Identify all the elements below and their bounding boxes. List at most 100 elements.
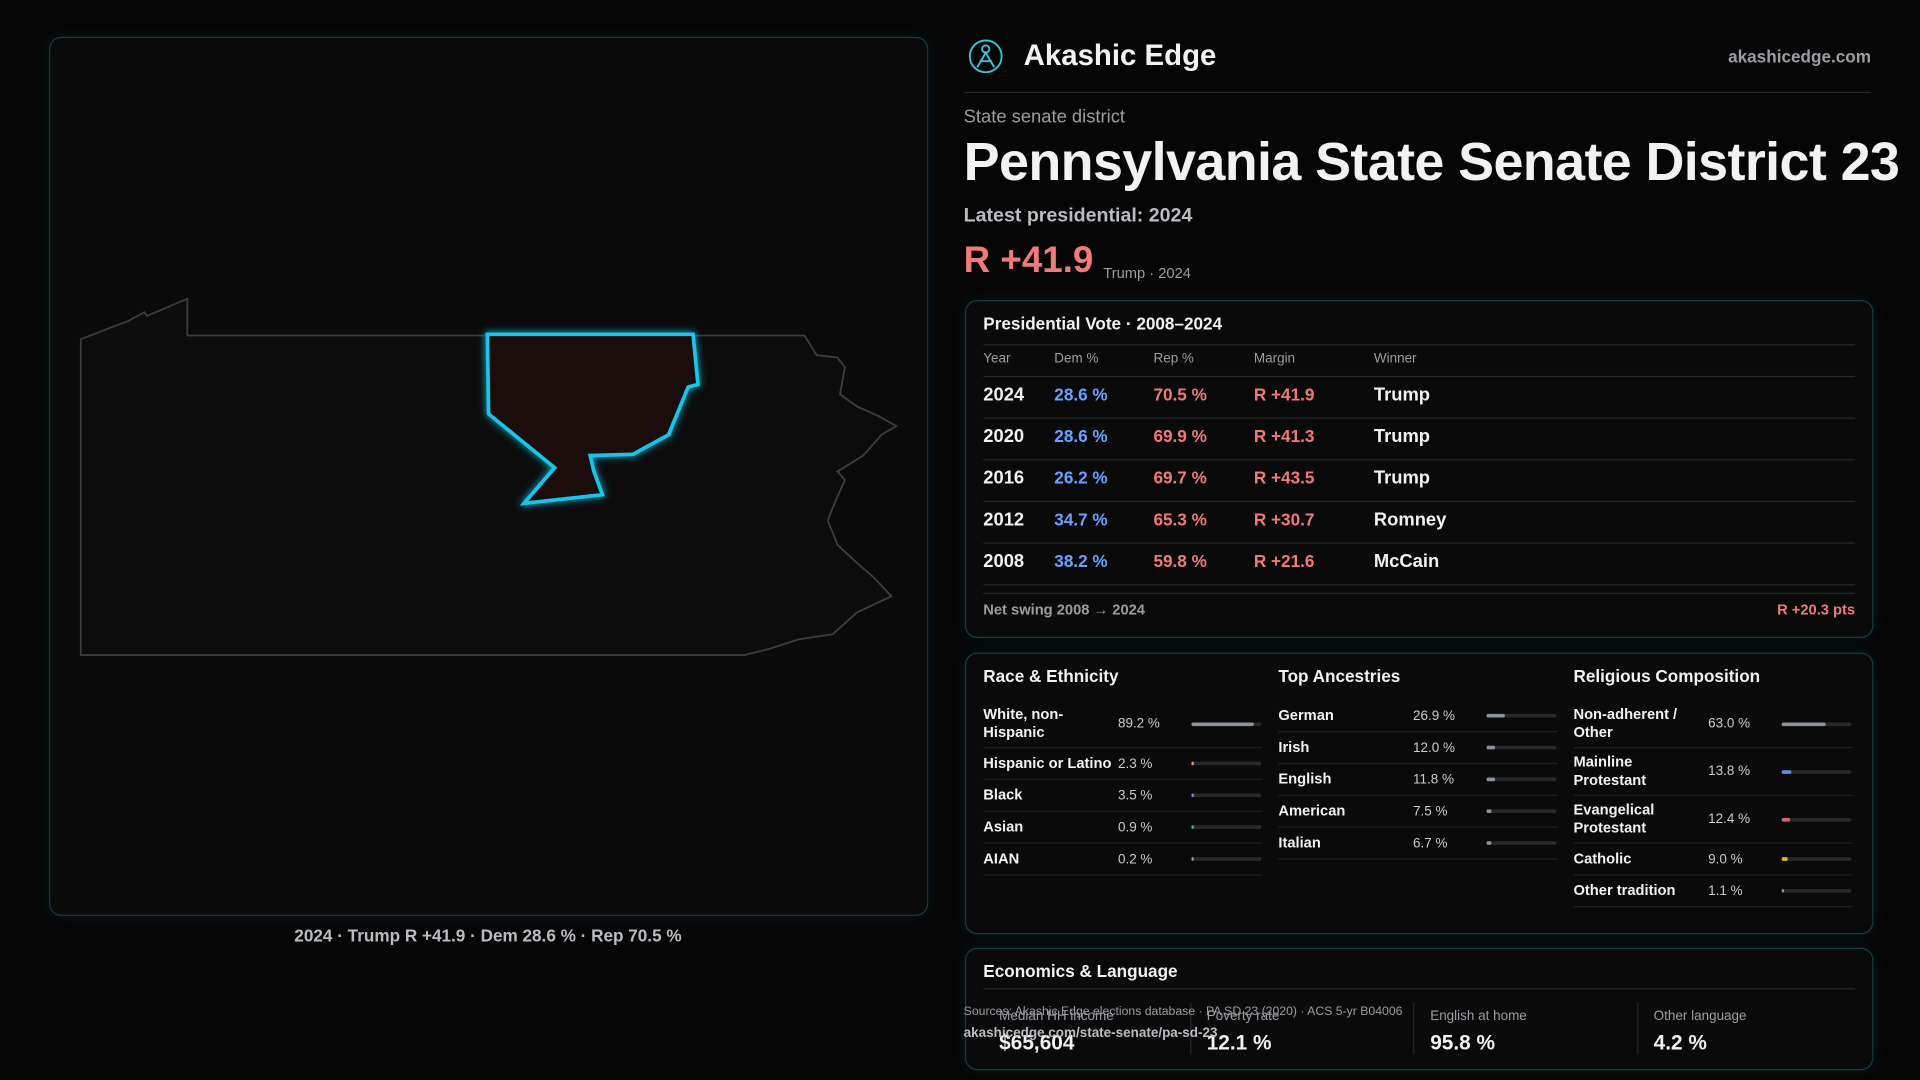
divider <box>983 592 1856 594</box>
stat-value: 12.1 % <box>1206 1031 1272 1055</box>
bar <box>1486 809 1492 814</box>
stat-label: Median HH income <box>999 1008 1114 1024</box>
table-cell: 34.7 % <box>1054 509 1108 529</box>
bar-track <box>1191 825 1262 829</box>
bar-track <box>1486 777 1557 782</box>
panel-title: Race & Ethnicity <box>983 666 1119 686</box>
margin: R +41.9 <box>963 240 1094 281</box>
bar-track <box>1191 793 1262 798</box>
item-name: Catholic <box>1573 849 1632 867</box>
list-item: Asian 0.9 % <box>983 812 1263 844</box>
bar <box>1486 777 1495 782</box>
list: Non-adherent / Other 63.0 % Mainline Prote… <box>1573 700 1853 908</box>
column-header: Rep % <box>1153 351 1194 367</box>
item-value: 12.0 % <box>1413 740 1455 755</box>
stat-value: $65,604 <box>999 1031 1075 1055</box>
item-value: 0.2 % <box>1117 851 1153 867</box>
list-item: Hispanic or Latino 2.3 % <box>983 748 1263 780</box>
list-item: Other tradition 1.1 % <box>1573 876 1853 908</box>
page-title: Pennsylvania State Senate District 23 <box>963 132 1900 193</box>
item-value: 1.1 % <box>1708 883 1743 899</box>
bar <box>1486 745 1495 750</box>
district-outline[interactable] <box>485 332 700 506</box>
bar <box>1191 793 1194 798</box>
table-cell: R +41.9 <box>1253 384 1315 405</box>
table-cell: McCain <box>1373 551 1440 572</box>
stat-label: English at home <box>1430 1008 1527 1024</box>
item-name: English <box>1278 770 1332 788</box>
economics-panel: Economics & Language Median HH income $65… <box>964 947 1874 1071</box>
item-value: 6.7 % <box>1413 835 1448 851</box>
bar-track <box>1486 841 1557 845</box>
bar-track <box>1191 761 1262 766</box>
divider <box>983 500 1856 503</box>
brand-name[interactable]: Akashic Edge <box>1023 39 1217 73</box>
bar-track <box>1486 809 1557 814</box>
list-item: American 7.5 % <box>1278 796 1558 828</box>
table-cell: 59.8 % <box>1153 551 1207 571</box>
item-name: Italian <box>1278 833 1321 852</box>
item-name: American <box>1278 802 1346 820</box>
bar <box>1486 841 1492 845</box>
list: German 26.9 % Irish 12.0 % English 11.8 % Amer… <box>1278 700 1558 860</box>
divider <box>983 584 1856 586</box>
table-cell: 2012 <box>983 509 1025 531</box>
item-value: 12.4 % <box>1708 811 1751 827</box>
state-outline <box>79 297 899 657</box>
item-name: White, non-Hispanic <box>983 705 1064 741</box>
item-value: 89.2 % <box>1117 716 1160 732</box>
bar-track <box>1486 745 1557 750</box>
item-name: Irish <box>1278 738 1310 756</box>
panel-title: Economics & Language <box>983 961 1178 981</box>
bar <box>1781 817 1791 822</box>
source-url[interactable]: akashicedge.com/state-senate/pa-sd-23 <box>963 1026 1218 1041</box>
panel-title: Top Ancestries <box>1278 666 1401 686</box>
table-cell: R +30.7 <box>1253 509 1315 529</box>
stat-label: Poverty rate <box>1206 1008 1280 1024</box>
item-name: Evangelical Protestant <box>1573 800 1655 837</box>
item-value: 3.5 % <box>1117 787 1153 803</box>
column-header: Margin <box>1253 351 1296 367</box>
item-value: 13.8 % <box>1708 764 1751 779</box>
item-value: 11.8 % <box>1413 772 1455 787</box>
stat-label: Other language <box>1653 1008 1747 1024</box>
column-header: Dem % <box>1054 351 1099 367</box>
sources: Sources: Akashic Edge elections database… <box>963 1005 1403 1019</box>
bar <box>1191 721 1254 726</box>
table-cell: 2024 <box>983 384 1025 406</box>
table-cell: 28.6 % <box>1054 384 1108 405</box>
table-cell: Trump <box>1373 384 1431 406</box>
item-value: 9.0 % <box>1708 851 1743 867</box>
item-name: Other tradition <box>1573 881 1676 899</box>
list-item: Mainline Protestant 13.8 % <box>1573 748 1853 796</box>
item-name: Hispanic or Latino <box>983 754 1112 772</box>
bar-track <box>1781 857 1852 861</box>
table-cell: 28.6 % <box>1054 426 1108 446</box>
bar-track <box>1191 857 1262 861</box>
brand-url[interactable]: akashicedge.com <box>1728 46 1872 67</box>
bar <box>1781 769 1792 774</box>
table-cell: 26.2 % <box>1054 467 1108 488</box>
table-cell: R +21.6 <box>1253 551 1315 571</box>
swing-label: Net swing 2008 → 2024 <box>983 601 1145 619</box>
separator <box>1413 1002 1415 1055</box>
divider <box>963 91 1872 94</box>
bar-track <box>1191 721 1262 726</box>
list-item: AIAN 0.2 % <box>983 844 1263 876</box>
swing-value: R +20.3 pts <box>1777 601 1856 619</box>
divider <box>983 375 1856 378</box>
bar-track <box>1781 769 1852 774</box>
item-value: 7.5 % <box>1413 803 1448 819</box>
stat-value: 4.2 % <box>1653 1031 1707 1055</box>
table-cell: 2020 <box>983 426 1025 447</box>
divider <box>983 417 1856 419</box>
brand-icon <box>968 39 1003 74</box>
table-cell: R +41.3 <box>1253 426 1315 446</box>
bar <box>1781 857 1788 861</box>
item-name: Black <box>983 786 1023 804</box>
divider <box>983 459 1856 461</box>
